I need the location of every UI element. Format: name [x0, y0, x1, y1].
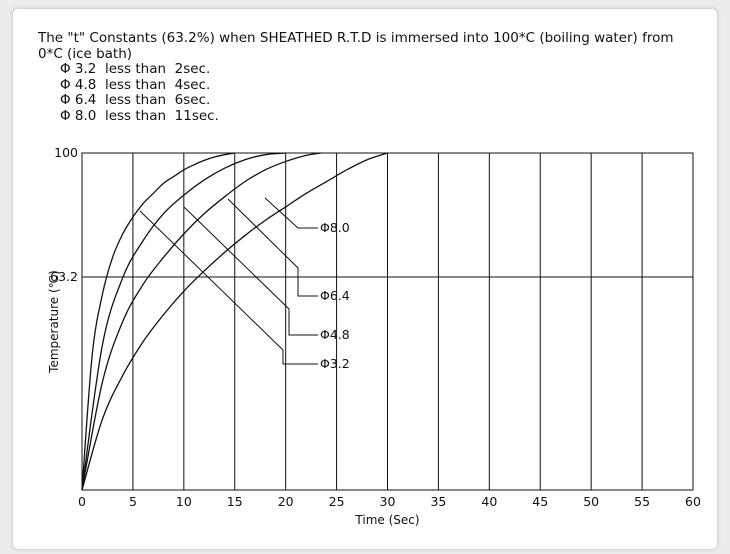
caption-list: Φ 3.2 less than 2sec. Φ 4.8 less than 4s…	[60, 61, 688, 124]
x-tick-label-25: 25	[329, 494, 345, 509]
chart-panel	[12, 8, 718, 550]
caption-item-phi-8-0: Φ 8.0 less than 11sec.	[60, 107, 219, 124]
caption-item-phi-4-8: Φ 4.8 less than 4sec.	[60, 76, 211, 93]
curve-4-8	[81, 152, 286, 491]
annotation-label-3-2: Φ3.2	[320, 356, 350, 371]
leader-line-4-8	[183, 206, 318, 336]
x-tick-label-30: 30	[380, 494, 396, 509]
x-tick-label-10: 10	[176, 494, 192, 509]
annotation-label-4-8: Φ4.8	[320, 327, 350, 342]
x-tick-label-15: 15	[227, 494, 243, 509]
x-tick-label-20: 20	[278, 494, 294, 509]
x-tick-label-35: 35	[430, 494, 446, 509]
x-tick-label-0: 0	[78, 494, 86, 509]
leader-line-8-0	[264, 197, 318, 229]
y-tick-label-63-2: 63.2	[50, 269, 78, 284]
chart-caption: The "t" Constants (63.2%) when SHEATHED …	[38, 30, 688, 124]
leader-line-3-2	[139, 210, 318, 365]
x-tick-label-45: 45	[532, 494, 548, 509]
curve-3-2	[81, 152, 235, 491]
x-tick-label-55: 55	[634, 494, 650, 509]
y-axis-title: Temperature (℃)	[47, 270, 61, 374]
curve-8-0	[81, 152, 388, 491]
annotation-label-6-4: Φ6.4	[320, 288, 350, 303]
x-tick-label-40: 40	[481, 494, 497, 509]
curve-6-4	[81, 152, 322, 491]
leader-line-6-4	[227, 198, 318, 297]
caption-item-phi-6-4: Φ 6.4 less than 6sec.	[60, 92, 211, 108]
x-axis-title: Time (Sec)	[354, 513, 419, 527]
caption-item-phi-3-2: Φ 3.2 less than 2sec.	[60, 61, 211, 77]
annotation-label-8-0: Φ8.0	[320, 220, 350, 235]
x-tick-label-60: 60	[685, 494, 701, 509]
caption-title: The "t" Constants (63.2%) when SHEATHED …	[38, 30, 678, 62]
x-tick-label-5: 5	[129, 494, 137, 509]
y-tick-label-100: 100	[54, 145, 78, 160]
x-tick-label-50: 50	[583, 494, 599, 509]
